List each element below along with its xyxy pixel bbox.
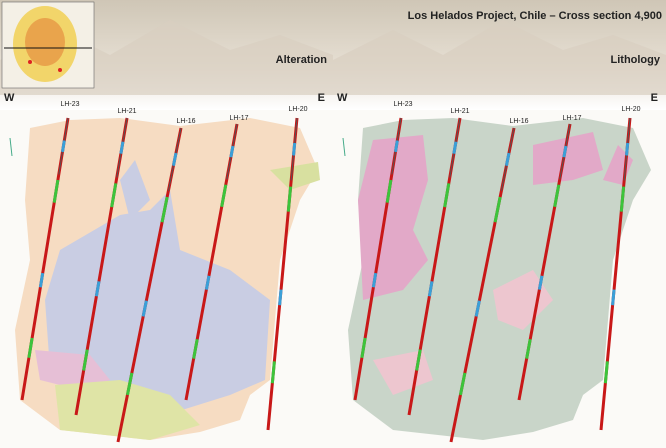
drill-hole-segment [292, 142, 297, 156]
drill-hole-segment [625, 142, 630, 156]
drill-hole-segment [385, 179, 393, 203]
scale-bar [342, 137, 346, 157]
drill-hole-segment [60, 140, 66, 153]
drill-hole-segment [38, 272, 45, 288]
drill-hole-segment [278, 289, 283, 306]
drill-hole-label: LH-21 [450, 108, 469, 115]
geology-unit [45, 190, 270, 420]
drill-hole-segment [160, 196, 169, 223]
drill-hole-segment [270, 361, 276, 384]
drill-hole-segment [415, 349, 422, 371]
east-label: E [318, 92, 325, 104]
panel-label: Alteration [276, 54, 328, 66]
west-label: W [337, 92, 348, 104]
drill-hole-segment [393, 140, 399, 153]
drill-hole-segment [525, 339, 532, 359]
drill-hole-label: LH-17 [562, 115, 581, 122]
panel-label: Lithology [611, 54, 661, 66]
drill-hole-segment [192, 339, 199, 359]
geology-unit [120, 160, 150, 220]
drill-hole-label: LH-20 [621, 106, 640, 113]
drill-hole-segment [141, 300, 148, 317]
drill-hole-segment [553, 184, 561, 208]
drill-hole-segment [458, 372, 467, 396]
drill-hole-segment [427, 281, 434, 297]
drill-hole-segment [537, 275, 544, 290]
drill-hole-segment [360, 337, 367, 358]
section-panel: Lithology W E LH-23 LH-21 LH-16 LH-17 LH-20 [333, 0, 666, 448]
drill-hole-segment [125, 372, 134, 396]
drill-hole-segment [94, 281, 101, 297]
geology-unit [533, 132, 603, 185]
drill-hole-segment [204, 275, 211, 290]
drill-hole-label: LH-16 [509, 118, 528, 125]
drill-hole-segment [611, 289, 616, 306]
mountain-ridge [333, 20, 666, 95]
drill-hole-segment [171, 152, 178, 166]
drill-hole-segment [493, 196, 502, 223]
drill-hole-segment [110, 183, 118, 208]
drill-hole-segment [229, 145, 235, 158]
section-panel: Alteration W E LH-23 LH-21 LH-16 LH-17 LH-20 [0, 0, 333, 443]
geology-unit [358, 135, 428, 300]
geology-unit [270, 162, 320, 190]
drill-hole-segment [603, 361, 609, 384]
drill-hole-segment [371, 272, 378, 288]
drill-hole-segment [443, 183, 451, 208]
drill-hole-segment [220, 184, 228, 208]
drill-hole-segment [27, 337, 34, 358]
drill-hole-label: LH-23 [393, 101, 412, 108]
drill-hole-segment [562, 145, 568, 158]
drill-hole-segment [119, 141, 125, 154]
figure-title: Los Helados Project, Chile – Cross secti… [408, 10, 662, 22]
drill-hole-label: LH-17 [229, 115, 248, 122]
west-label: W [4, 92, 15, 104]
geology-unit [35, 350, 110, 390]
drill-hole-label: LH-16 [176, 118, 195, 125]
inset-map [1, 1, 95, 89]
drill-hole-segment [619, 186, 626, 212]
drill-hole-segment [286, 186, 293, 212]
drill-hole-label: LH-20 [288, 106, 307, 113]
east-label: E [651, 92, 658, 104]
drill-hole-segment [504, 152, 511, 166]
drill-hole-segment [52, 179, 60, 203]
drill-hole-segment [452, 141, 458, 154]
drill-hole-segment [474, 300, 481, 317]
scale-bar [9, 137, 13, 157]
geology-unit [493, 270, 553, 330]
drill-hole-label: LH-23 [60, 101, 79, 108]
drill-hole-segment [82, 349, 89, 371]
drill-hole-label: LH-21 [117, 108, 136, 115]
geology-unit [55, 380, 200, 440]
